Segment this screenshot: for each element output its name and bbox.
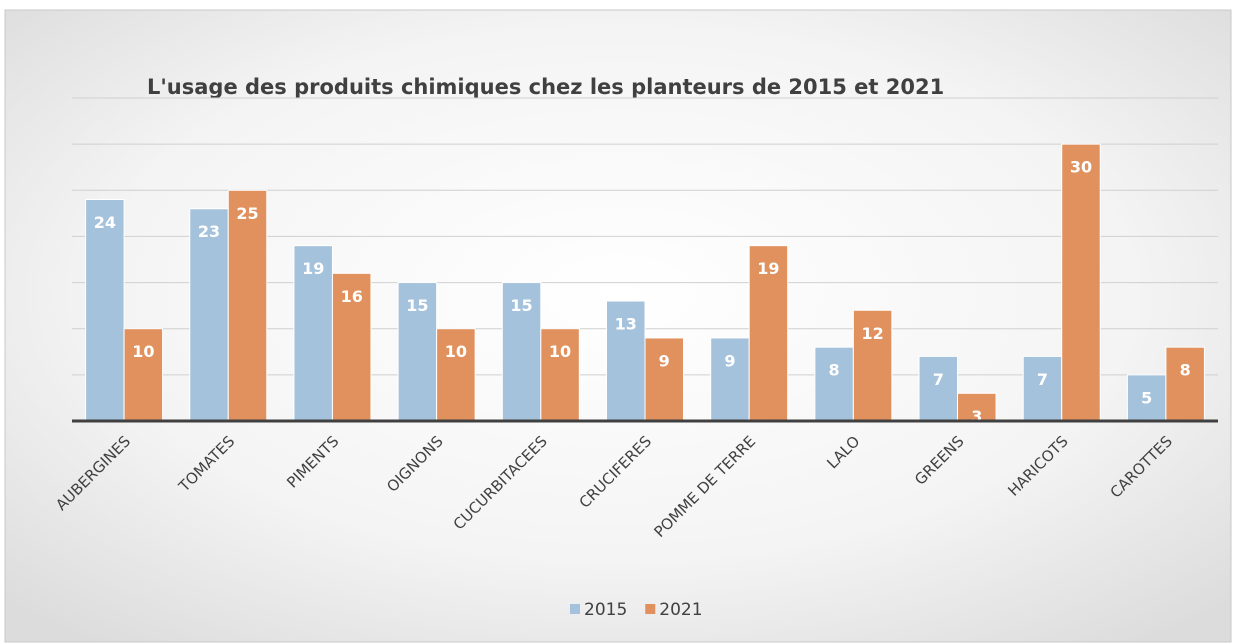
legend-swatch bbox=[570, 604, 580, 614]
bar bbox=[852, 309, 893, 422]
bar bbox=[814, 346, 854, 422]
bar bbox=[1022, 355, 1063, 422]
data-label: 10 bbox=[549, 342, 571, 361]
bar bbox=[748, 245, 789, 422]
data-label: 25 bbox=[236, 204, 258, 223]
data-label: 10 bbox=[132, 342, 154, 361]
data-label: 3 bbox=[971, 407, 982, 426]
bar bbox=[606, 300, 646, 422]
bar bbox=[1126, 374, 1167, 422]
bar bbox=[957, 392, 997, 422]
legend-label: 2021 bbox=[659, 600, 702, 620]
data-label: 30 bbox=[1070, 158, 1092, 177]
data-label: 15 bbox=[406, 296, 428, 315]
bar bbox=[331, 272, 372, 422]
bar bbox=[85, 199, 125, 422]
bar bbox=[644, 337, 684, 422]
data-label: 19 bbox=[302, 259, 324, 278]
data-label: 12 bbox=[861, 324, 883, 343]
data-label: 8 bbox=[1180, 361, 1191, 380]
bar bbox=[227, 189, 268, 422]
data-label: 19 bbox=[757, 259, 779, 278]
chart-title: L'usage des produits chimiques chez les … bbox=[147, 75, 944, 99]
data-label: 8 bbox=[829, 361, 840, 380]
bar bbox=[436, 328, 476, 422]
data-label: 23 bbox=[198, 222, 220, 241]
data-label: 13 bbox=[615, 315, 637, 334]
data-label: 24 bbox=[94, 213, 116, 232]
data-label: 9 bbox=[659, 351, 670, 370]
bar bbox=[501, 282, 542, 422]
bar bbox=[540, 328, 580, 422]
data-label: 15 bbox=[510, 296, 532, 315]
legend-swatch bbox=[645, 604, 656, 614]
bar bbox=[710, 337, 750, 422]
data-label: 7 bbox=[1037, 370, 1048, 389]
bar bbox=[397, 282, 438, 422]
legend-label: 2015 bbox=[584, 600, 627, 620]
bar bbox=[1061, 143, 1101, 422]
bar bbox=[1165, 346, 1205, 422]
data-label: 10 bbox=[445, 342, 467, 361]
bar bbox=[918, 355, 959, 422]
data-label: 7 bbox=[933, 370, 944, 389]
data-label: 16 bbox=[341, 287, 363, 306]
data-label: 9 bbox=[724, 351, 735, 370]
data-label: 5 bbox=[1141, 388, 1152, 407]
